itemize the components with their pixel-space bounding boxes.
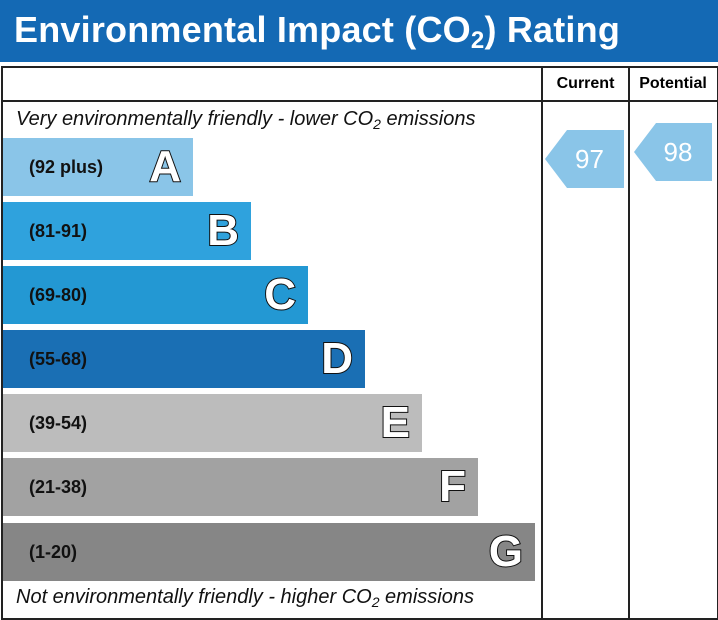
band-range-label: (1-20): [29, 542, 78, 562]
current-rating-arrow: 97: [545, 130, 624, 188]
current-rating-arrow-polygon: [545, 130, 624, 188]
potential-rating-arrow: 98: [634, 123, 712, 181]
band-b: (81-91) B: [3, 202, 251, 260]
current-rating-arrow-value: 97: [575, 144, 604, 174]
potential-column-header: Potential: [639, 75, 707, 92]
header-row-divider: [1, 100, 717, 102]
potential-rating-arrow-value: 98: [663, 137, 693, 167]
band-range-label: (69-80): [29, 285, 88, 305]
top-note: Very environmentally friendly - lower CO…: [16, 108, 476, 132]
band-letter: D: [320, 333, 354, 384]
band-c: (69-80) C: [3, 266, 308, 324]
potential-column-divider: [628, 66, 630, 620]
band-letter: F: [438, 461, 467, 512]
band-letter: B: [206, 205, 240, 256]
band-letter: C: [263, 269, 297, 320]
band-letter: E: [380, 397, 411, 448]
current-column-divider: [541, 66, 543, 620]
band-f: (21-38) F: [3, 458, 478, 516]
band-range-label: (39-54): [29, 413, 88, 433]
band-d: (55-68) D: [3, 330, 365, 388]
rating-header: Environmental Impact (CO2) Rating: [0, 0, 718, 62]
band-range-label: (21-38): [29, 477, 88, 497]
band-a: (92 plus) A: [3, 138, 193, 196]
band-range-label: (55-68): [29, 349, 88, 369]
band-letter: A: [148, 141, 182, 192]
band-e: (39-54) E: [3, 394, 422, 452]
current-column-header: Current: [556, 75, 615, 92]
band-letter: G: [488, 526, 524, 577]
band-range-label: (81-91): [29, 221, 88, 241]
potential-rating-arrow-shape: [634, 123, 712, 181]
band-g: (1-20) G: [3, 523, 535, 581]
potential-rating-arrow-polygon: [634, 123, 712, 181]
band-range-label: (92 plus): [29, 157, 104, 177]
chart-title: Environmental Impact (CO2) Rating: [14, 9, 621, 54]
current-rating-arrow-shape: [545, 130, 624, 188]
bottom-note: Not environmentally friendly - higher CO…: [16, 586, 474, 610]
